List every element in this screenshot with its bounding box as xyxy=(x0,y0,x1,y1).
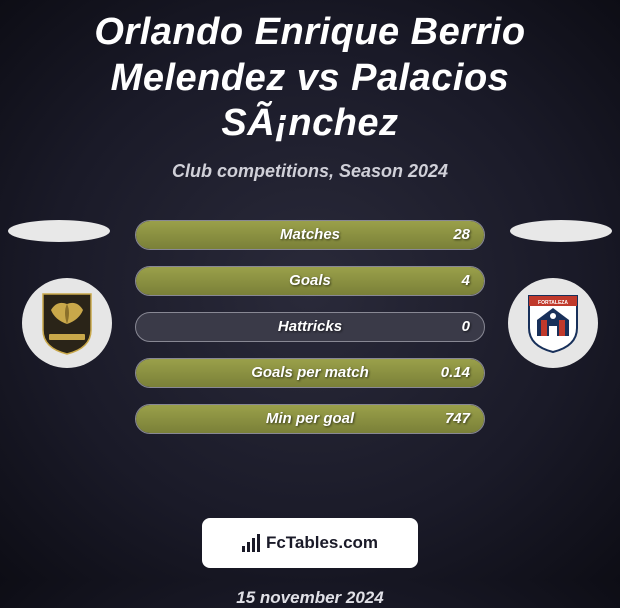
stat-label: Goals per match xyxy=(251,364,369,381)
stat-bar-hattricks: Hattricks 0 xyxy=(135,312,485,342)
stat-bar-goals: Goals 4 xyxy=(135,266,485,296)
stat-value: 747 xyxy=(445,410,470,427)
stat-value: 0.14 xyxy=(441,364,470,381)
brand-badge: FcTables.com xyxy=(202,518,418,568)
stat-label: Min per goal xyxy=(266,410,354,427)
fortaleza-ceif-crest-icon: FORTALEZA xyxy=(523,290,583,356)
stat-value: 4 xyxy=(462,272,470,289)
bars-icon xyxy=(242,534,260,552)
stat-value: 0 xyxy=(462,318,470,335)
left-ellipse-shadow xyxy=(8,220,110,242)
aguilas-doradas-crest-icon xyxy=(39,290,95,356)
stat-bar-matches: Matches 28 xyxy=(135,220,485,250)
svg-text:FORTALEZA: FORTALEZA xyxy=(538,300,568,306)
stat-label: Hattricks xyxy=(278,318,342,335)
page-title: Orlando Enrique Berrio Melendez vs Palac… xyxy=(0,0,620,147)
stats-list: Matches 28 Goals 4 Hattricks 0 Goals per… xyxy=(135,220,485,434)
stat-bar-min-per-goal: Min per goal 747 xyxy=(135,404,485,434)
stat-value: 28 xyxy=(453,226,470,243)
stat-bar-goals-per-match: Goals per match 0.14 xyxy=(135,358,485,388)
stat-label: Goals xyxy=(289,272,331,289)
comparison-content: FORTALEZA Matches 28 Goals 4 Hattricks 0 xyxy=(0,220,620,500)
footer-date: 15 november 2024 xyxy=(0,588,620,608)
team-badge-left xyxy=(22,278,112,368)
team-badge-right: FORTALEZA xyxy=(508,278,598,368)
stat-label: Matches xyxy=(280,226,340,243)
brand-text: FcTables.com xyxy=(266,533,378,553)
right-ellipse-shadow xyxy=(510,220,612,242)
subtitle: Club competitions, Season 2024 xyxy=(0,161,620,182)
